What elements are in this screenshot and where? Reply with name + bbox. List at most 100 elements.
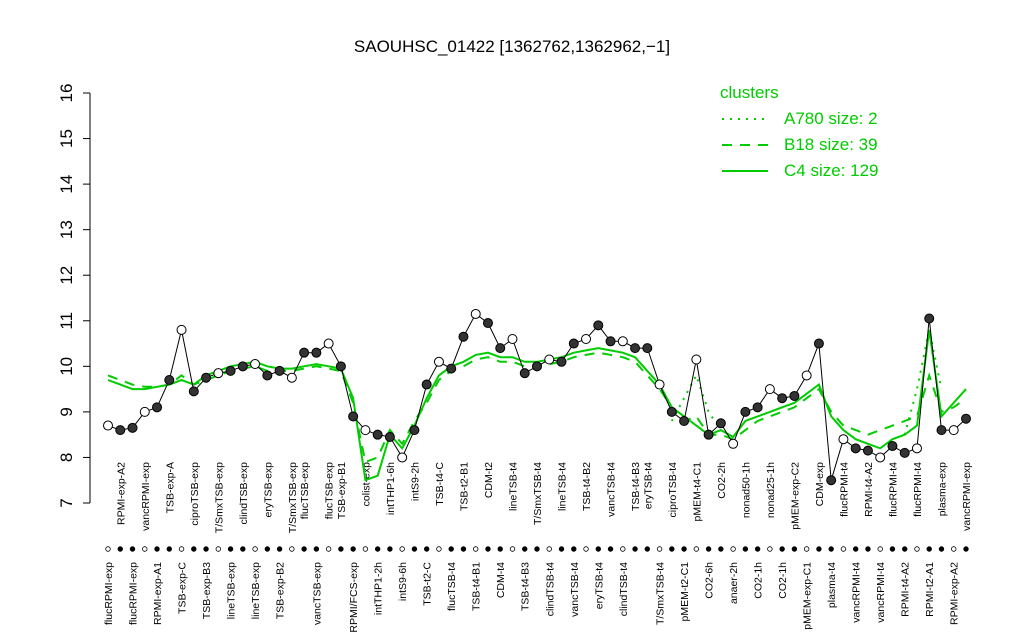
legend-title: clusters <box>720 83 779 102</box>
x-tick-label: TSB-exp-B3 <box>201 562 213 619</box>
strip-dot <box>595 546 601 552</box>
x-tick-label: flucRPMI-exp <box>103 562 115 625</box>
strip-dot <box>105 546 111 552</box>
data-point <box>311 347 322 358</box>
x-tick-label: CDM-t4 <box>495 562 507 598</box>
x-tick-label: clindTSB-t4 <box>544 562 556 616</box>
strip-dot <box>338 546 344 552</box>
data-point <box>152 402 163 413</box>
strip-dot <box>460 546 467 552</box>
data-point <box>617 336 628 347</box>
data-point <box>777 393 788 404</box>
data-point <box>115 425 126 436</box>
x-tick-label: eryTSB-t4 <box>593 562 605 609</box>
strip-dot <box>889 546 896 552</box>
cluster-line <box>107 329 967 482</box>
strip-dot <box>203 546 209 552</box>
strip-dot <box>681 546 687 552</box>
strip-dot <box>644 546 651 552</box>
y-tick-label: 10 <box>57 357 76 376</box>
x-tick-label: CO2-6h <box>704 562 716 599</box>
data-point <box>384 431 395 442</box>
strip-dot <box>191 546 197 552</box>
x-tick-label: RPMI/FCS-exp <box>348 562 360 633</box>
strip-dot <box>215 546 222 552</box>
strip-dot <box>767 546 773 552</box>
data-point <box>838 434 849 445</box>
data-point <box>605 336 616 347</box>
x-tick-label: vancRPMI-exp <box>140 462 152 531</box>
strip-dot <box>558 546 565 552</box>
strip-dot <box>264 546 271 552</box>
data-point <box>728 438 739 449</box>
data-line <box>107 313 967 481</box>
strip-dot <box>276 546 283 552</box>
x-tick-label: pMEM-t4-C1 <box>691 462 703 522</box>
data-point <box>299 347 310 358</box>
y-tick-label: 11 <box>57 312 76 330</box>
data-point <box>237 361 248 372</box>
x-tick-label: TSB-exp-C <box>177 562 189 614</box>
data-point <box>568 338 579 349</box>
x-tick-label: lineTSB-exp <box>250 562 262 619</box>
strip-dot <box>448 546 454 552</box>
x-tick-label: CDM-exp <box>814 462 826 506</box>
strip-dot <box>240 546 246 552</box>
data-point <box>532 361 542 372</box>
strip-dot <box>485 546 491 552</box>
data-point <box>691 354 702 365</box>
strip-dot <box>951 546 957 552</box>
strip-dot <box>571 546 577 552</box>
x-tick-label: intTHP1-2h <box>373 562 385 615</box>
strip-dot <box>166 546 172 552</box>
legend-label: B18 size: 39 <box>784 135 878 154</box>
data-point <box>752 402 763 413</box>
data-point <box>764 384 775 395</box>
strip-dot <box>828 546 834 552</box>
strip-dot <box>227 546 234 552</box>
strip-dot <box>742 546 749 552</box>
x-tick-label: flucRPMI-t4 <box>887 462 899 517</box>
y-tick-label: 14 <box>57 175 76 194</box>
x-tick-label: flucTSB-exp <box>299 462 311 519</box>
data-point <box>360 425 371 436</box>
x-tick-label: pMEM-t2-C1 <box>679 562 691 622</box>
data-point <box>887 441 898 452</box>
x-tick-label: flucRPMI-t4 <box>912 462 924 517</box>
strip-dot <box>325 546 332 552</box>
strip-dot <box>607 546 614 552</box>
x-tick-label: lineTSB-t4 <box>557 462 569 511</box>
data-point <box>470 308 481 319</box>
data-point <box>507 334 518 344</box>
data-point <box>213 368 224 379</box>
strip-dot <box>313 546 320 552</box>
x-tick-label: vancTSB-t4 <box>569 562 581 617</box>
x-tick-label: TSB-t4-C <box>434 462 446 506</box>
data-point <box>348 411 359 422</box>
strip-dot <box>902 546 908 552</box>
strip-dot <box>252 546 258 552</box>
data-point <box>961 413 971 424</box>
data-point <box>409 425 420 436</box>
y-tick-label: 13 <box>57 220 76 239</box>
strip-dot <box>877 546 883 552</box>
x-tick-label: CO2-1h <box>753 562 765 599</box>
strip-dot <box>423 546 430 552</box>
x-tick-label: RPMI-t2-A1 <box>924 562 936 617</box>
x-tick-label: TSB-t4-B1 <box>471 562 483 611</box>
strip-dot <box>926 546 932 552</box>
x-tick-label: TSB-t2-C <box>422 562 434 606</box>
x-tick-label: vancRPMI-t4 <box>875 562 887 623</box>
x-tick-label: plasma-t4 <box>826 562 838 608</box>
data-point <box>164 375 175 385</box>
x-tick-label: T/SmxTSB-t4 <box>655 562 667 625</box>
strip-dot <box>436 546 442 552</box>
y-tick-label: 16 <box>57 84 76 103</box>
strip-dot <box>289 546 295 552</box>
x-tick-label: intS9-6h <box>397 562 409 601</box>
data-point <box>397 452 408 463</box>
data-point <box>666 406 677 417</box>
strip-dot <box>791 546 798 552</box>
strip-dot <box>779 546 785 552</box>
strip-dot <box>497 546 503 552</box>
